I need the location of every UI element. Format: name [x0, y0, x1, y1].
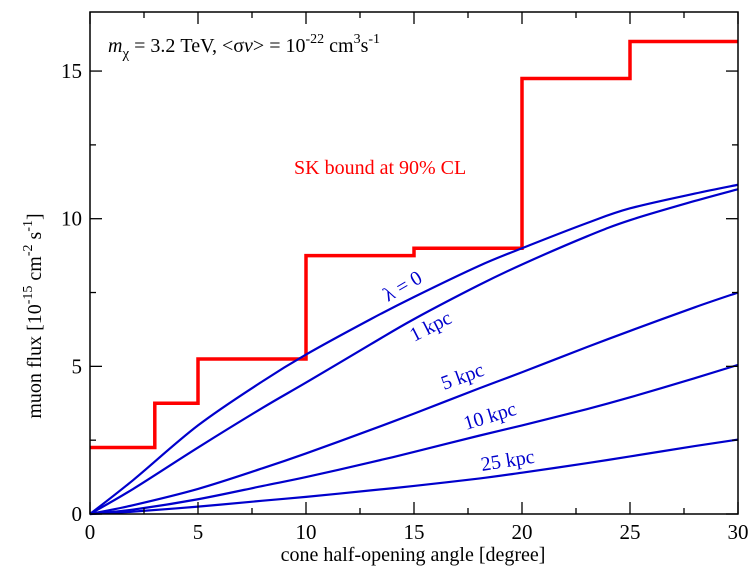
annotation-exp3: 3 — [354, 32, 361, 47]
annotation-mass: = 3.2 TeV, <σ — [129, 35, 244, 57]
y-tick-label: 0 — [72, 502, 83, 526]
annotation-v: v — [244, 35, 253, 57]
annotation-cm: cm — [324, 35, 354, 57]
plot-frame — [89, 11, 739, 515]
y-axis-label: muon flux [10-15 cm-2 s-1] — [21, 213, 46, 418]
x-tick-label: 15 — [404, 520, 425, 544]
series-label-lambda0: λ = 0 — [380, 267, 426, 307]
y-tick-label: 10 — [61, 207, 82, 231]
y-tick-label: 5 — [72, 354, 83, 378]
series-line-1 — [89, 188, 739, 515]
annotation-exp22: -22 — [305, 32, 324, 47]
y-tick-label: 15 — [61, 59, 82, 83]
annotation-s: s — [361, 35, 369, 57]
annotation-expm1: -1 — [368, 32, 380, 47]
annotation-m-sub: χ — [121, 46, 129, 62]
annotation-m: m — [108, 35, 122, 57]
series-line-3 — [89, 363, 739, 516]
series-line-2 — [89, 291, 739, 516]
bound-step-line — [90, 39, 738, 450]
series-label-1kpc: 1 kpc — [406, 307, 455, 347]
plot-area: 0 5 10 15 20 25 30 0 5 10 15 — [61, 11, 749, 544]
x-tick-label: 30 — [728, 520, 749, 544]
series-line-0 — [89, 183, 739, 515]
x-axis-label: cone half-opening angle [degree] — [281, 544, 546, 566]
x-tick-label: 25 — [620, 520, 641, 544]
series-label-5kpc: 5 kpc — [438, 359, 487, 395]
x-tick-label: 10 — [296, 520, 317, 544]
x-tick-label: 5 — [193, 520, 204, 544]
x-tick-label: 20 — [512, 520, 533, 544]
x-tick-label: 0 — [85, 520, 96, 544]
model-annotation: mχ = 3.2 TeV, <σv> = 10-22 cm3s-1 — [108, 32, 380, 62]
annotation-eq: > = 10 — [253, 35, 306, 57]
bound-label: SK bound at 90% CL — [294, 157, 466, 179]
